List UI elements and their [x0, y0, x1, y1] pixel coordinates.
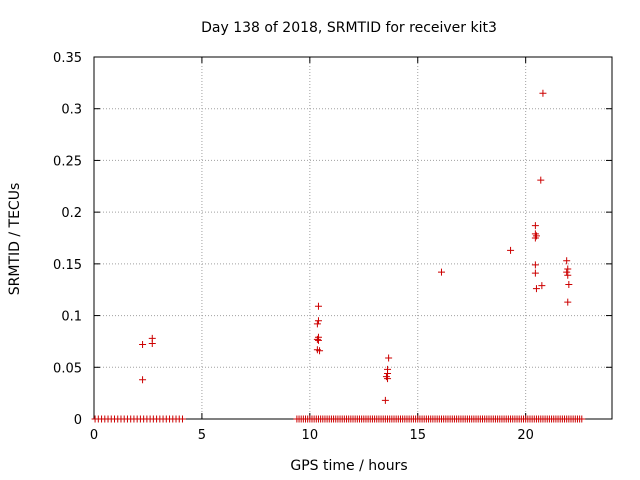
data-point [564, 271, 572, 279]
x-tick-label: 0 [90, 428, 98, 443]
y-tick-label: 0.05 [53, 361, 82, 376]
data-point [531, 269, 539, 277]
data-point [565, 281, 573, 289]
data-point [314, 302, 322, 310]
data-point [531, 222, 539, 230]
data-point [384, 375, 392, 383]
y-tick-label: 0.25 [53, 154, 82, 169]
data-point [538, 282, 546, 290]
data-point [385, 354, 393, 362]
data-point [539, 89, 547, 97]
data-points [91, 89, 586, 423]
x-tick-label: 20 [517, 428, 534, 443]
x-tick-label: 10 [302, 428, 319, 443]
y-tick-label: 0.3 [61, 103, 82, 118]
data-point [148, 339, 156, 347]
y-axis-label: SRMTID / TECUs [7, 183, 23, 296]
data-point [563, 268, 571, 276]
grid-lines [94, 57, 612, 419]
zero-data-point [578, 415, 586, 423]
data-point [313, 335, 321, 343]
data-point [564, 298, 572, 306]
data-point [313, 320, 321, 328]
data-point [139, 341, 147, 349]
data-point [537, 176, 545, 184]
data-point [531, 261, 539, 269]
y-tick-label: 0.15 [53, 258, 82, 273]
data-point [314, 336, 322, 344]
zero-data-point [178, 415, 186, 423]
y-tick-label: 0.1 [61, 310, 82, 325]
data-point [507, 246, 515, 254]
data-point [531, 234, 539, 242]
data-point [564, 265, 572, 273]
data-point [316, 347, 324, 355]
data-point [563, 257, 571, 265]
x-tick-label: 15 [409, 428, 426, 443]
y-tick-label: 0 [74, 413, 82, 428]
chart-title: Day 138 of 2018, SRMTID for receiver kit… [201, 20, 497, 36]
axis-ticks: 0 5 10 15 20 0 0.05 0.1 0.15 0.2 0.25 0.3 0.35 [53, 51, 612, 443]
y-tick-label: 0.35 [53, 51, 82, 66]
x-tick-label: 5 [198, 428, 206, 443]
data-point [532, 285, 540, 293]
x-axis-label: GPS time / hours [290, 458, 407, 474]
y-tick-label: 0.2 [61, 206, 82, 221]
data-point [437, 268, 445, 276]
data-point [139, 376, 147, 384]
data-point [381, 396, 389, 404]
data-point [314, 317, 322, 325]
